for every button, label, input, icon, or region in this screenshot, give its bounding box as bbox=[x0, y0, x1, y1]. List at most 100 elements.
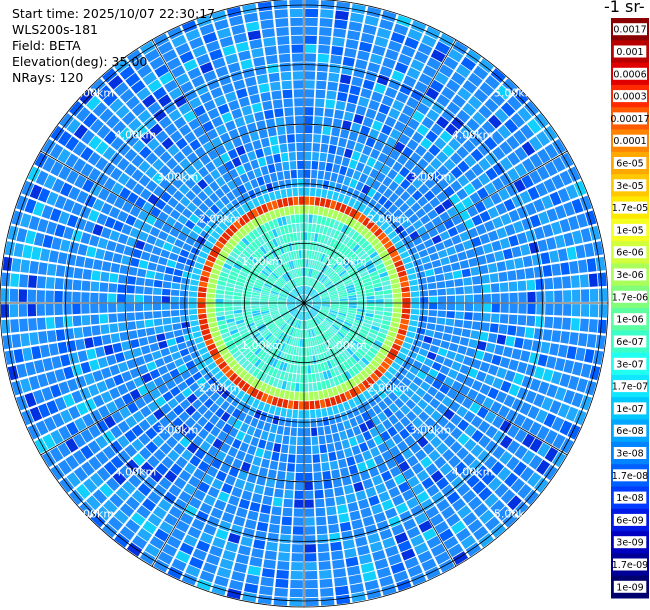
range-gate-cell bbox=[272, 314, 281, 319]
range-gate-cell bbox=[479, 210, 491, 223]
range-gate-cell bbox=[384, 303, 393, 308]
range-gate-cell bbox=[253, 167, 262, 178]
range-gate-cell bbox=[388, 486, 401, 498]
range-gate-cell bbox=[358, 553, 373, 565]
range-gate-cell bbox=[221, 112, 233, 123]
range-gate-cell bbox=[335, 100, 346, 111]
range-gate-cell bbox=[261, 393, 269, 403]
range-gate-cell bbox=[466, 118, 480, 132]
range-gate-cell bbox=[433, 331, 443, 340]
range-gate-cell bbox=[1, 272, 11, 287]
range-gate-cell bbox=[192, 267, 202, 275]
range-gate-cell bbox=[411, 131, 424, 144]
range-gate-cell bbox=[410, 202, 422, 213]
range-gate-cell bbox=[293, 346, 297, 356]
range-gate-cell bbox=[283, 313, 291, 320]
range-gate-cell bbox=[140, 131, 154, 145]
range-gate-cell bbox=[448, 455, 461, 468]
range-gate-cell bbox=[330, 273, 338, 281]
range-gate-cell bbox=[355, 59, 368, 70]
range-gate-cell bbox=[212, 438, 223, 450]
range-gate-cell bbox=[362, 430, 373, 441]
colorbar-tick-label: 1.7e-05 bbox=[612, 203, 648, 214]
range-gate-cell bbox=[257, 361, 265, 370]
range-gate-cell bbox=[295, 133, 304, 143]
range-gate-cell bbox=[494, 250, 505, 262]
range-gate-cell bbox=[318, 243, 323, 252]
range-gate-cell bbox=[251, 102, 263, 113]
range-gate-cell bbox=[372, 202, 382, 213]
range-gate-cell bbox=[235, 281, 245, 287]
range-gate-cell bbox=[361, 240, 370, 249]
range-gate-cell bbox=[357, 296, 366, 300]
range-gate-cell bbox=[273, 349, 280, 358]
range-gate-cell bbox=[215, 298, 224, 303]
range-gate-cell bbox=[164, 513, 178, 527]
colorbar-tick-label: 0.0003 bbox=[613, 92, 646, 103]
range-gate-cell bbox=[309, 392, 314, 401]
range-gate-cell bbox=[373, 241, 383, 251]
range-gate-cell bbox=[211, 381, 222, 391]
range-gate-cell bbox=[135, 277, 145, 286]
range-gate-cell bbox=[207, 288, 216, 294]
range-gate-cell bbox=[492, 177, 505, 191]
range-gate-cell bbox=[320, 308, 329, 313]
range-gate-cell bbox=[496, 85, 512, 100]
range-gate-cell bbox=[417, 196, 428, 207]
range-gate-cell bbox=[431, 234, 442, 245]
range-gate-cell bbox=[134, 124, 148, 138]
range-gate-cell bbox=[141, 372, 153, 384]
range-gate-cell bbox=[354, 281, 363, 287]
range-gate-cell bbox=[222, 549, 236, 561]
range-gate-cell bbox=[287, 143, 296, 152]
range-gate-cell bbox=[90, 78, 106, 94]
range-gate-cell bbox=[359, 125, 371, 136]
range-gate-cell bbox=[178, 102, 192, 115]
range-gate-cell bbox=[362, 277, 372, 284]
range-gate-cell bbox=[312, 304, 321, 307]
range-gate-cell bbox=[383, 289, 393, 295]
range-gate-cell bbox=[559, 218, 571, 233]
range-gate-cell bbox=[138, 433, 151, 446]
range-gate-cell bbox=[209, 250, 219, 258]
range-gate-cell bbox=[36, 290, 45, 302]
range-gate-cell bbox=[366, 263, 375, 271]
range-gate-cell bbox=[108, 313, 118, 323]
range-gate-cell bbox=[102, 146, 116, 161]
range-gate-cell bbox=[149, 56, 165, 70]
range-gate-cell bbox=[157, 41, 174, 55]
range-gate-cell bbox=[97, 357, 109, 369]
range-gate-cell bbox=[348, 345, 357, 353]
range-gate-cell bbox=[132, 183, 145, 196]
range-gate-cell bbox=[221, 267, 231, 274]
range-gate-cell bbox=[420, 303, 429, 309]
range-gate-cell bbox=[338, 513, 350, 523]
range-gate-cell bbox=[447, 226, 459, 237]
range-gate-cell bbox=[269, 460, 279, 470]
range-gate-cell bbox=[353, 481, 364, 492]
range-gate-cell bbox=[369, 328, 379, 336]
range-gate-cell bbox=[269, 308, 279, 312]
range-gate-cell bbox=[394, 473, 406, 486]
range-gate-cell bbox=[324, 171, 332, 181]
range-gate-cell bbox=[452, 498, 466, 512]
range-gate-cell bbox=[179, 542, 194, 555]
range-gate-cell bbox=[339, 294, 348, 298]
range-gate-cell bbox=[231, 363, 241, 372]
range-gate-cell bbox=[455, 286, 464, 295]
range-gate-cell bbox=[418, 520, 433, 533]
range-gate-cell bbox=[410, 504, 424, 517]
range-gate-cell bbox=[326, 153, 335, 163]
range-gate-cell bbox=[20, 378, 32, 393]
range-gate-cell bbox=[455, 64, 471, 79]
range-gate-cell bbox=[287, 454, 296, 463]
range-gate-cell bbox=[319, 152, 328, 162]
range-gate-cell bbox=[267, 432, 276, 442]
range-gate-cell bbox=[365, 108, 377, 120]
range-gate-cell bbox=[345, 39, 359, 50]
range-gate-cell bbox=[214, 19, 229, 31]
range-gate-cell bbox=[465, 347, 476, 358]
range-gate-cell bbox=[448, 254, 459, 264]
range-gate-cell bbox=[217, 430, 228, 442]
range-gate-cell bbox=[227, 321, 236, 328]
